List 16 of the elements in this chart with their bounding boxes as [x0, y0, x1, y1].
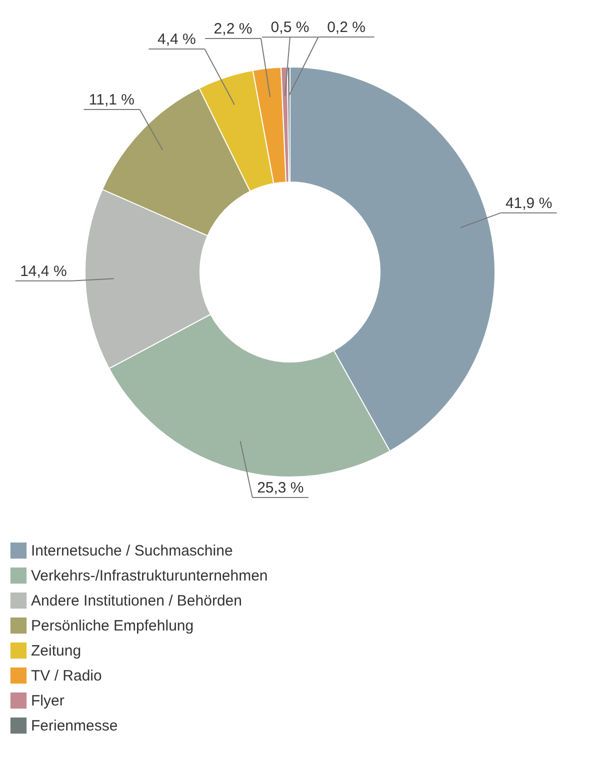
data-label: 2,2 % — [214, 20, 252, 38]
legend-label: Zeitung — [31, 642, 82, 660]
data-label: 14,4 % — [20, 262, 67, 280]
data-label: 25,3 % — [257, 479, 304, 496]
legend-label: Ferienmesse — [31, 718, 118, 734]
data-label: 41,9 % — [505, 194, 552, 212]
legend-label: Flyer — [31, 692, 64, 710]
data-label: 4,4 % — [158, 30, 196, 48]
data-label: 0,5 % — [270, 19, 310, 36]
legend-label: Internetsuche / Suchmaschine — [31, 542, 233, 560]
data-label: 11,1 % — [88, 92, 135, 109]
data-label: 0,2 % — [327, 19, 366, 36]
legend-label: Persönliche Empfehlung — [31, 618, 194, 634]
legend-label: Andere Institutionen / Behörden — [31, 592, 242, 610]
legend-label: Verkehrs-/Infrastrukturunternehmen — [31, 568, 268, 584]
legend-label: TV / Radio — [31, 668, 102, 684]
